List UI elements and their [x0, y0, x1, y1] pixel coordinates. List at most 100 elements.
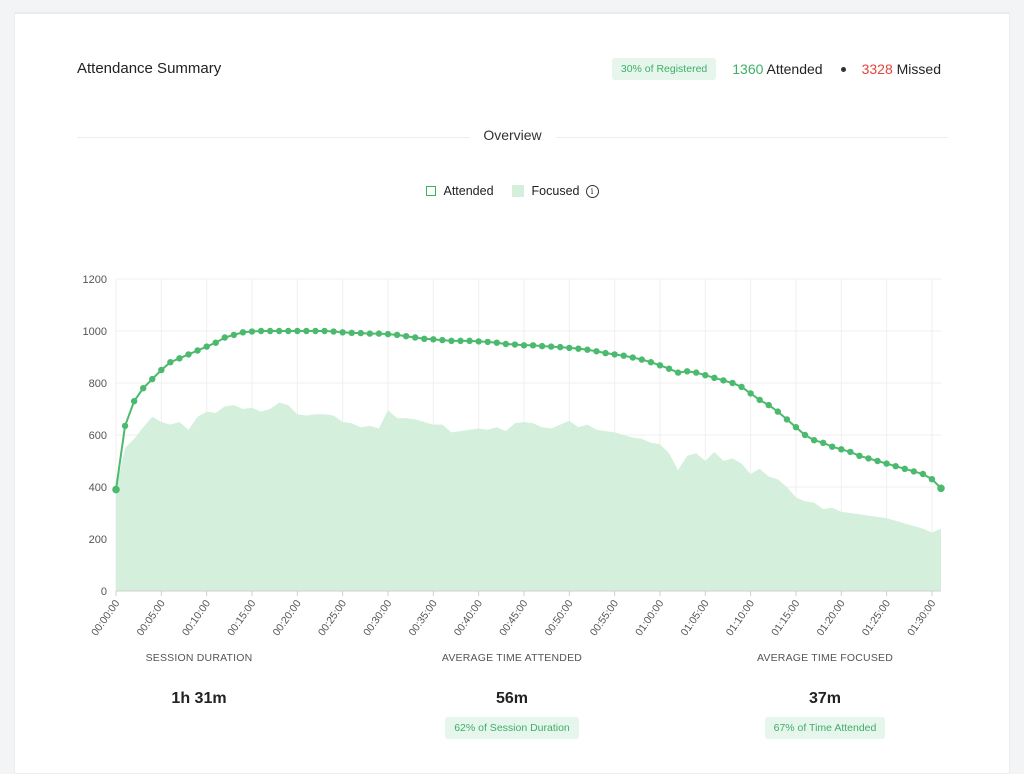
- attended-point: [121, 422, 129, 430]
- y-tick-label: 400: [89, 482, 107, 494]
- attended-point: [584, 346, 591, 353]
- attended-point: [430, 336, 437, 343]
- registered-badge: 30% of Registered: [611, 58, 717, 80]
- attended-point: [910, 468, 918, 475]
- attended-point: [819, 439, 827, 446]
- attended-point: [112, 485, 120, 494]
- x-tick-label: 00:45:00: [497, 598, 530, 638]
- attended-point: [239, 329, 247, 336]
- x-tick-label: 00:25:00: [316, 598, 349, 638]
- avg-time-attended-stat: AVERAGE TIME ATTENDED 56m 62% of Session…: [392, 652, 632, 739]
- attended-point: [402, 333, 410, 340]
- y-tick-label: 600: [89, 430, 107, 442]
- attended-point: [647, 359, 655, 366]
- attended-point: [393, 331, 401, 339]
- attended-line-layer: [112, 327, 945, 494]
- x-tick-label: 00:55:00: [588, 598, 621, 638]
- attended-point: [593, 348, 600, 355]
- x-tick-label: 01:20:00: [814, 598, 847, 638]
- attended-point: [557, 343, 564, 351]
- attended-point: [257, 327, 265, 335]
- missed-stat: 3328 Missed: [862, 61, 941, 77]
- x-tick-label: 01:30:00: [905, 598, 938, 638]
- avg-time-attended-label: AVERAGE TIME ATTENDED: [441, 652, 583, 664]
- attended-point: [221, 334, 228, 341]
- legend-focused[interactable]: Focused i: [511, 184, 599, 198]
- attended-point: [747, 390, 754, 397]
- attended-point: [348, 329, 355, 337]
- attended-point: [466, 337, 473, 345]
- attended-point: [502, 340, 510, 348]
- attended-point: [538, 342, 546, 350]
- attended-point: [928, 476, 936, 483]
- x-tick-label: 00:50:00: [542, 598, 575, 638]
- attended-point: [829, 443, 836, 450]
- attended-count: 1360: [732, 61, 764, 77]
- attended-point: [720, 377, 727, 384]
- summary-header: Attendance Summary 30% of Registered 136…: [77, 56, 941, 84]
- attendance-chart: 0 200 400 600 800 1000 1200 00:00:00 00:05:00 00:…: [83, 274, 945, 638]
- x-tick-label: 01:10:00: [724, 598, 757, 638]
- focused-area: [116, 402, 941, 591]
- attended-point: [185, 351, 192, 358]
- attended-point: [629, 354, 636, 361]
- x-tick-label: 00:35:00: [406, 598, 439, 638]
- attended-point: [266, 327, 274, 335]
- info-icon[interactable]: i: [585, 184, 599, 198]
- attended-point: [384, 330, 392, 338]
- avg-time-attended-value: 56m: [495, 690, 529, 707]
- attended-point: [683, 368, 691, 375]
- attended-point: [756, 396, 763, 404]
- legend-attended[interactable]: Attended: [425, 184, 494, 198]
- attended-point: [783, 416, 791, 423]
- attended-point: [357, 329, 364, 337]
- attended-point: [765, 401, 772, 409]
- attended-point: [901, 465, 908, 472]
- focused-swatch: [511, 185, 524, 197]
- session-duration-value: 1h 31m: [171, 690, 227, 707]
- legend-attended-label: Attended: [443, 184, 494, 198]
- overview-label: Overview: [469, 127, 556, 143]
- attended-stat: 1360 Attended: [732, 61, 822, 77]
- attended-point: [321, 327, 328, 335]
- attended-point: [439, 336, 446, 344]
- x-tick-label: 01:15:00: [769, 598, 802, 638]
- attended-point: [194, 347, 201, 354]
- attended-point: [312, 327, 319, 335]
- attended-point: [511, 341, 519, 348]
- attended-point: [375, 330, 383, 337]
- attended-point: [566, 344, 573, 352]
- attended-point: [874, 457, 881, 465]
- avg-time-attended-badge: 62% of Session Duration: [445, 717, 579, 739]
- attended-point: [248, 328, 256, 335]
- x-tick-label: 00:20:00: [271, 598, 304, 638]
- attended-point: [575, 345, 582, 352]
- attended-point: [421, 335, 428, 342]
- attended-point: [937, 484, 945, 493]
- attended-point: [892, 463, 899, 470]
- attended-point: [693, 369, 700, 376]
- card-divider: [15, 13, 1009, 14]
- attended-point: [457, 337, 464, 345]
- attended-point: [130, 398, 138, 405]
- y-tick-label: 200: [89, 534, 107, 546]
- y-tick-label: 1000: [83, 326, 107, 338]
- x-tick-label: 00:15:00: [225, 598, 258, 638]
- attended-point: [620, 352, 627, 359]
- attended-point: [475, 338, 482, 345]
- separator-dot: [840, 66, 846, 72]
- attended-point: [139, 385, 147, 392]
- attended-point: [411, 334, 419, 341]
- attended-point: [638, 356, 646, 363]
- attended-point: [665, 365, 673, 372]
- avg-time-focused-badge: 67% of Time Attended: [764, 717, 886, 739]
- attended-point: [167, 359, 174, 366]
- attended-point: [611, 351, 618, 358]
- missed-count: 3328: [861, 61, 893, 77]
- attended-point: [303, 327, 310, 335]
- attended-point: [838, 446, 845, 453]
- avg-time-focused-label: AVERAGE TIME FOCUSED: [756, 652, 894, 664]
- focused-area-layer: [116, 402, 941, 591]
- overview-divider: Overview: [77, 127, 948, 147]
- attended-point: [883, 460, 890, 467]
